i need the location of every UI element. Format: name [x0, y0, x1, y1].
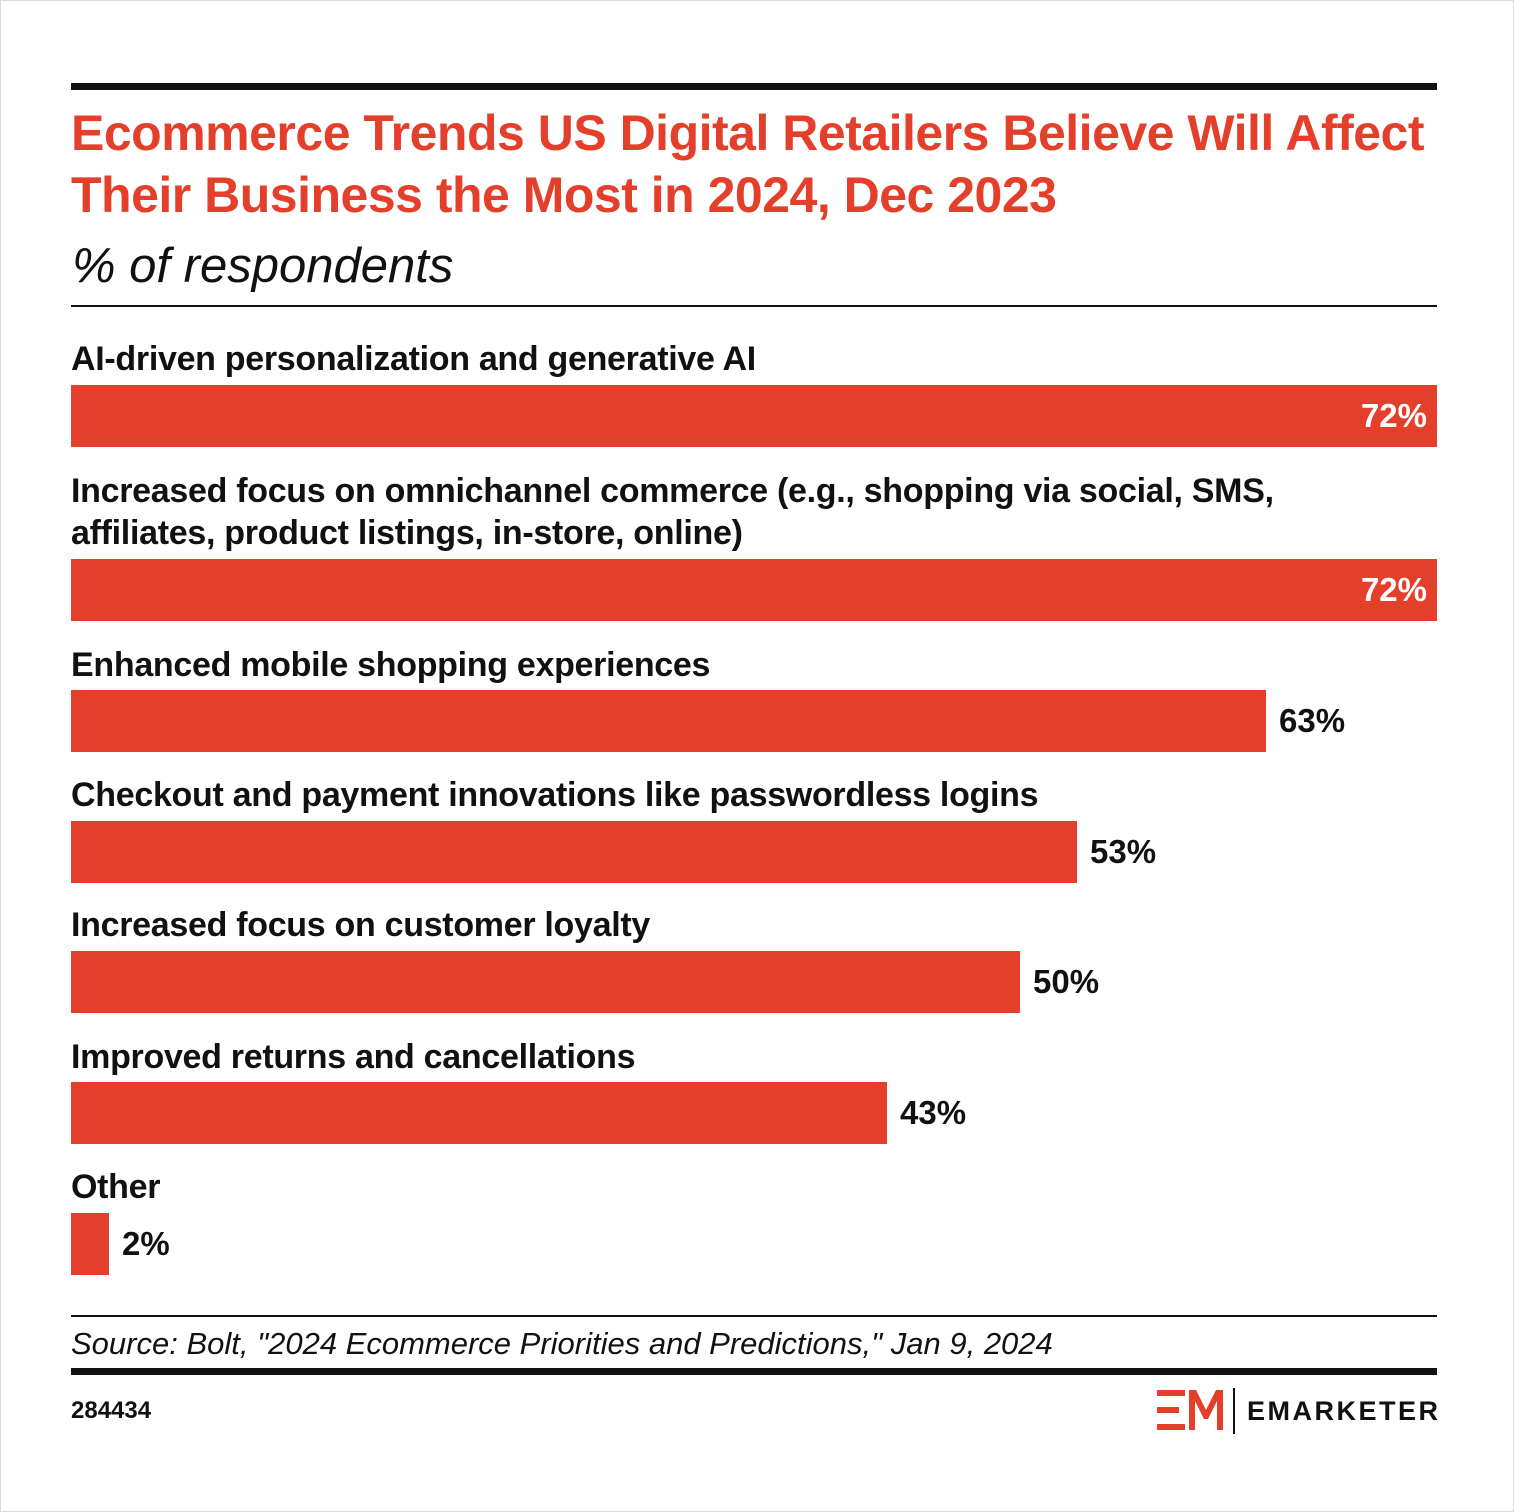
data-label: 53%	[1090, 833, 1157, 870]
data-label: 50%	[1033, 963, 1100, 1000]
data-label: 72%	[1360, 571, 1427, 608]
bar	[71, 821, 1077, 883]
header-rule	[71, 305, 1437, 307]
category-label: Increased focus on customer loyalty	[71, 906, 651, 944]
source-note: Source: Bolt, "2024 Ecommerce Priorities…	[71, 1326, 1053, 1361]
em-logo-icon	[1157, 1390, 1223, 1430]
brand-name: EMARKETER	[1247, 1396, 1441, 1426]
data-label: 63%	[1279, 702, 1346, 739]
bar	[71, 951, 1020, 1013]
category-label: Improved returns and cancellations	[71, 1038, 636, 1076]
category-label: Increased focus on omnichannel commerce …	[71, 472, 1274, 552]
logo-divider	[1233, 1388, 1235, 1434]
bar	[71, 690, 1266, 752]
source-rule	[71, 1315, 1437, 1317]
data-label: 2%	[122, 1225, 170, 1262]
data-label: 43%	[900, 1094, 967, 1131]
category-label: Enhanced mobile shopping experiences	[71, 646, 711, 684]
category-label: AI-driven personalization and generative…	[71, 340, 756, 378]
chart-id: 284434	[71, 1397, 152, 1424]
bar	[71, 1082, 887, 1144]
bar	[71, 1213, 109, 1275]
top-rule	[71, 83, 1437, 90]
category-label: Checkout and payment innovations like pa…	[71, 776, 1039, 814]
chart-subtitle: % of respondents	[72, 239, 454, 293]
data-label: 72%	[1360, 397, 1427, 434]
bar	[71, 559, 1437, 621]
category-label: Other	[71, 1168, 161, 1206]
bar	[71, 385, 1437, 447]
bottom-rule	[71, 1368, 1437, 1375]
chart-title: Ecommerce Trends US Digital Retailers Be…	[71, 105, 1425, 223]
